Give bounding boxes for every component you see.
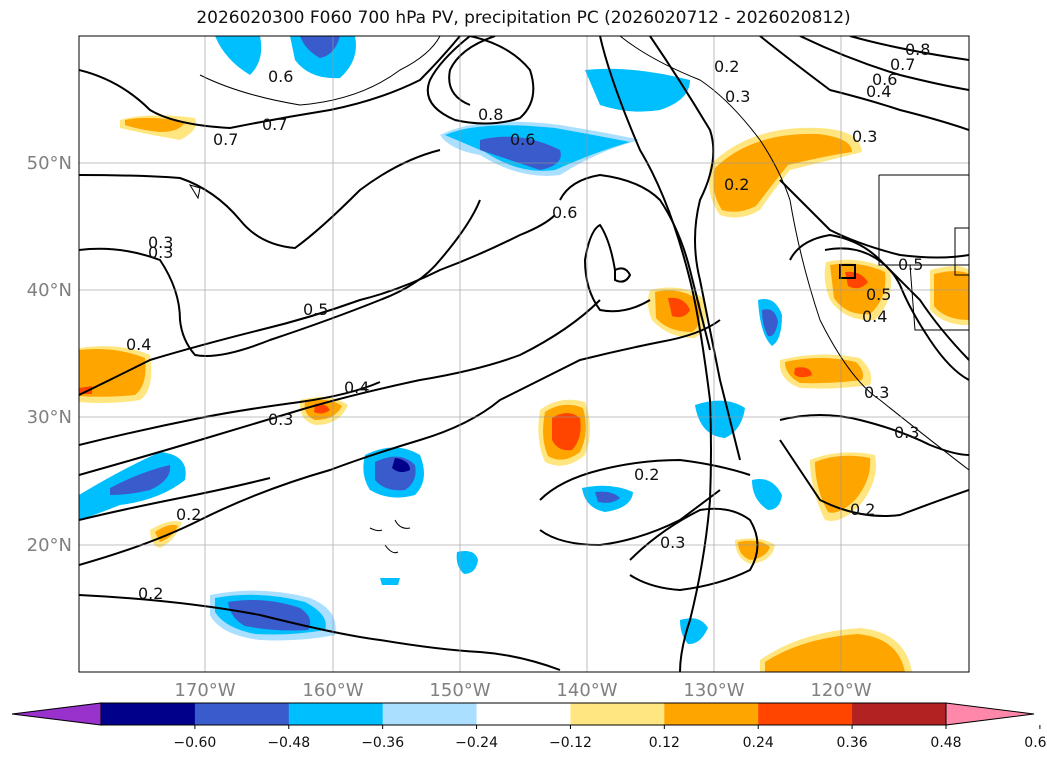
pv-contours (79, 36, 969, 672)
map-frame (78, 35, 970, 673)
colorbar-tick-label: −0.24 (455, 735, 498, 751)
contour-label: 0.2 (714, 57, 739, 76)
contour-label: 0.3 (894, 423, 919, 442)
lon-label: 120°W (810, 680, 871, 701)
colorbar-cell (476, 703, 571, 725)
contour-label: 0.2 (138, 584, 163, 603)
contour-label: 0.3 (148, 243, 173, 262)
contour-label: 0.6 (268, 67, 293, 86)
lon-label: 160°W (302, 680, 363, 701)
contour-label: 0.7 (262, 115, 287, 134)
colorbar-tick-label: −0.60 (173, 735, 216, 751)
contour-labels: 0.6 0.7 0.8 0.6 0.2 0.3 0.8 0.7 0.6 0.4 … (126, 40, 930, 603)
contour-label: 0.2 (850, 500, 875, 519)
colorbar: −0.60 −0.48 −0.36 −0.24 −0.12 0.12 0.24 0.36 0.4… (11, 702, 1047, 751)
contour-label: 0.8 (478, 105, 503, 124)
colorbar-cell (382, 703, 478, 725)
contour-label: 0.5 (303, 300, 328, 319)
gridlines (79, 36, 969, 672)
contour-label: 0.2 (634, 465, 659, 484)
colorbar-tick-label: 0.48 (930, 735, 961, 751)
colorbar-tick-label: −0.36 (361, 735, 404, 751)
colorbar-extend-max (945, 702, 1035, 726)
contour-label: 0.5 (866, 285, 891, 304)
contour-label: 0.5 (898, 255, 923, 274)
colorbar-tick-label: −0.12 (549, 735, 592, 751)
lat-label: 30°N (27, 407, 72, 428)
lon-label: 140°W (556, 680, 617, 701)
contour-label: 0.4 (862, 307, 887, 326)
colorbar-cell (288, 703, 384, 725)
contour-label: 0.3 (148, 233, 173, 252)
contour-label: 0.7 (213, 130, 238, 149)
longitude-labels: 170°W 160°W 150°W 140°W 130°W 120°W (174, 680, 871, 701)
latitude-labels: 50°N 40°N 30°N 20°N (27, 153, 72, 556)
lat-label: 50°N (27, 153, 72, 174)
contour-label: 0.7 (890, 55, 915, 74)
contour-label: 0.3 (660, 533, 685, 552)
contour-label: 0.6 (552, 203, 577, 222)
colorbar-tick-label: 0.12 (649, 735, 680, 751)
contour-label: 0.3 (852, 127, 877, 146)
contour-label: 0.3 (725, 87, 750, 106)
coastlines (188, 36, 969, 554)
colorbar-tick-label: 0.60 (1024, 735, 1047, 751)
colorbar-extend-min (11, 702, 102, 726)
colorbar-cell (852, 703, 947, 725)
colorbar-cell (194, 703, 290, 725)
precip-fills (79, 36, 969, 672)
contour-label: 0.3 (864, 383, 889, 402)
lon-label: 130°W (683, 680, 744, 701)
contour-label: 0.6 (510, 130, 535, 149)
colorbar-cell (664, 703, 759, 725)
lon-label: 150°W (429, 680, 490, 701)
contour-label: 0.3 (268, 410, 293, 429)
map-title: 2026020300 F060 700 hPa PV, precipitatio… (196, 8, 851, 28)
colorbar-tick-label: −0.48 (267, 735, 310, 751)
lon-label: 170°W (174, 680, 235, 701)
contour-label: 0.4 (866, 82, 891, 101)
lat-label: 20°N (27, 535, 72, 556)
contour-label: 0.4 (126, 335, 151, 354)
colorbar-cell (101, 703, 196, 725)
contour-label: 0.6 (872, 70, 897, 89)
colorbar-cell (570, 703, 665, 725)
colorbar-tick-label: 0.24 (743, 735, 774, 751)
contour-label: 0.8 (905, 40, 930, 59)
colorbar-cell (758, 703, 853, 725)
contour-label: 0.2 (724, 175, 749, 194)
contour-label: 0.4 (344, 378, 369, 397)
lat-label: 40°N (27, 280, 72, 301)
contour-label: 0.2 (176, 505, 201, 524)
colorbar-tick-label: 0.36 (837, 735, 868, 751)
